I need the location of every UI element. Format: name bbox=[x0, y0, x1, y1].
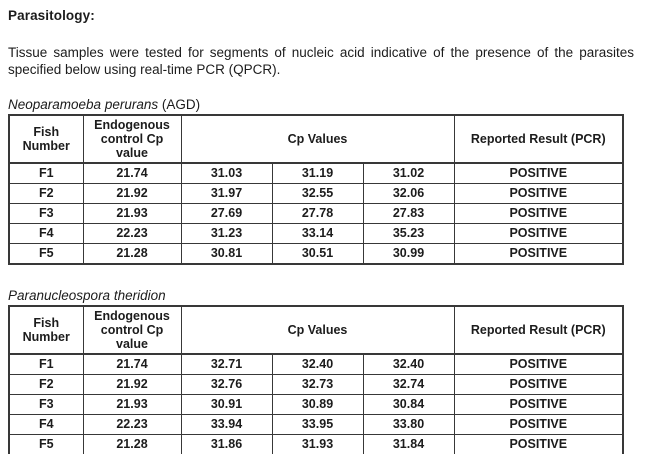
fish-number-cell: F2 bbox=[8, 183, 84, 204]
result-cell: POSITIVE bbox=[453, 374, 624, 395]
cp-value-cell: 27.78 bbox=[271, 203, 364, 224]
col-header-cp-values: Cp Values bbox=[180, 114, 455, 164]
col-header-reported-result: Reported Result (PCR) bbox=[453, 114, 624, 164]
cp-value-cell: 30.89 bbox=[271, 394, 364, 415]
cp-value-cell: 33.80 bbox=[362, 414, 455, 435]
endogenous-cp-cell: 22.23 bbox=[82, 414, 182, 435]
cp-value-cell: 32.40 bbox=[271, 353, 364, 375]
endogenous-cp-cell: 21.93 bbox=[82, 394, 182, 415]
table-header-row: Fish Number Endogenous control Cp value … bbox=[8, 114, 624, 164]
intro-paragraph: Tissue samples were tested for segments … bbox=[8, 45, 634, 77]
result-cell: POSITIVE bbox=[453, 183, 624, 204]
table-row: F2 21.92 32.76 32.73 32.74 POSITIVE bbox=[8, 374, 624, 395]
table-row: F5 21.28 31.86 31.93 31.84 POSITIVE bbox=[8, 434, 624, 454]
col-header-fish-number: Fish Number bbox=[8, 305, 84, 355]
cp-value-cell: 30.51 bbox=[271, 243, 364, 265]
cp-value-cell: 32.73 bbox=[271, 374, 364, 395]
cp-value-cell: 30.81 bbox=[180, 243, 273, 265]
cp-value-cell: 30.91 bbox=[180, 394, 273, 415]
col-header-endogenous-cp: Endogenous control Cp value bbox=[82, 305, 182, 355]
table-row: F5 21.28 30.81 30.51 30.99 POSITIVE bbox=[8, 243, 624, 265]
cp-value-cell: 27.83 bbox=[362, 203, 455, 224]
cp-value-cell: 33.14 bbox=[271, 223, 364, 244]
cp-value-cell: 32.40 bbox=[362, 353, 455, 375]
col-header-reported-result: Reported Result (PCR) bbox=[453, 305, 624, 355]
cp-value-cell: 31.03 bbox=[180, 162, 273, 184]
pcr-results-table: Fish Number Endogenous control Cp value … bbox=[8, 114, 625, 265]
fish-number-cell: F4 bbox=[8, 223, 84, 244]
cp-value-cell: 27.69 bbox=[180, 203, 273, 224]
cp-value-cell: 32.71 bbox=[180, 353, 273, 375]
result-cell: POSITIVE bbox=[453, 434, 624, 454]
fish-number-cell: F5 bbox=[8, 243, 84, 265]
cp-value-cell: 31.19 bbox=[271, 162, 364, 184]
cp-value-cell: 35.23 bbox=[362, 223, 455, 244]
result-cell: POSITIVE bbox=[453, 223, 624, 244]
endogenous-cp-cell: 21.28 bbox=[82, 243, 182, 265]
col-header-cp-values: Cp Values bbox=[180, 305, 455, 355]
table-row: F1 21.74 31.03 31.19 31.02 POSITIVE bbox=[8, 162, 624, 184]
fish-number-cell: F5 bbox=[8, 434, 84, 454]
fish-number-cell: F3 bbox=[8, 203, 84, 224]
cp-value-cell: 31.93 bbox=[271, 434, 364, 454]
cp-value-cell: 31.97 bbox=[180, 183, 273, 204]
cp-value-cell: 33.95 bbox=[271, 414, 364, 435]
species-name: Neoparamoeba perurans bbox=[8, 97, 159, 112]
species-title: Paranucleospora theridion bbox=[8, 288, 634, 303]
result-cell: POSITIVE bbox=[453, 414, 624, 435]
col-header-endogenous-cp: Endogenous control Cp value bbox=[82, 114, 182, 164]
table-section-paranucleospora: Paranucleospora theridion Fish Number En… bbox=[8, 288, 634, 454]
cp-value-cell: 31.84 bbox=[362, 434, 455, 454]
table-section-neoparamoeba: Neoparamoeba perurans (AGD) Fish Number … bbox=[8, 97, 634, 265]
endogenous-cp-cell: 21.92 bbox=[82, 374, 182, 395]
endogenous-cp-cell: 21.74 bbox=[82, 353, 182, 375]
endogenous-cp-cell: 21.93 bbox=[82, 203, 182, 224]
fish-number-cell: F4 bbox=[8, 414, 84, 435]
result-cell: POSITIVE bbox=[453, 162, 624, 184]
table-row: F3 21.93 27.69 27.78 27.83 POSITIVE bbox=[8, 203, 624, 224]
cp-value-cell: 32.55 bbox=[271, 183, 364, 204]
cp-value-cell: 32.06 bbox=[362, 183, 455, 204]
endogenous-cp-cell: 21.74 bbox=[82, 162, 182, 184]
section-heading: Parasitology: bbox=[8, 8, 95, 23]
col-header-fish-number: Fish Number bbox=[8, 114, 84, 164]
cp-value-cell: 30.84 bbox=[362, 394, 455, 415]
table-row: F4 22.23 31.23 33.14 35.23 POSITIVE bbox=[8, 223, 624, 244]
table-header-row: Fish Number Endogenous control Cp value … bbox=[8, 305, 624, 355]
table-row: F3 21.93 30.91 30.89 30.84 POSITIVE bbox=[8, 394, 624, 415]
cp-value-cell: 33.94 bbox=[180, 414, 273, 435]
fish-number-cell: F1 bbox=[8, 162, 84, 184]
species-title: Neoparamoeba perurans (AGD) bbox=[8, 97, 634, 112]
cp-value-cell: 31.86 bbox=[180, 434, 273, 454]
species-name: Paranucleospora theridion bbox=[8, 288, 166, 303]
fish-number-cell: F3 bbox=[8, 394, 84, 415]
cp-value-cell: 31.23 bbox=[180, 223, 273, 244]
endogenous-cp-cell: 21.92 bbox=[82, 183, 182, 204]
result-cell: POSITIVE bbox=[453, 394, 624, 415]
endogenous-cp-cell: 21.28 bbox=[82, 434, 182, 454]
fish-number-cell: F2 bbox=[8, 374, 84, 395]
pcr-results-table: Fish Number Endogenous control Cp value … bbox=[8, 305, 625, 454]
cp-value-cell: 30.99 bbox=[362, 243, 455, 265]
result-cell: POSITIVE bbox=[453, 243, 624, 265]
result-cell: POSITIVE bbox=[453, 353, 624, 375]
species-suffix: (AGD) bbox=[158, 97, 201, 112]
table-row: F1 21.74 32.71 32.40 32.40 POSITIVE bbox=[8, 353, 624, 375]
result-cell: POSITIVE bbox=[453, 203, 624, 224]
fish-number-cell: F1 bbox=[8, 353, 84, 375]
table-row: F4 22.23 33.94 33.95 33.80 POSITIVE bbox=[8, 414, 624, 435]
endogenous-cp-cell: 22.23 bbox=[82, 223, 182, 244]
cp-value-cell: 31.02 bbox=[362, 162, 455, 184]
cp-value-cell: 32.76 bbox=[180, 374, 273, 395]
table-row: F2 21.92 31.97 32.55 32.06 POSITIVE bbox=[8, 183, 624, 204]
cp-value-cell: 32.74 bbox=[362, 374, 455, 395]
